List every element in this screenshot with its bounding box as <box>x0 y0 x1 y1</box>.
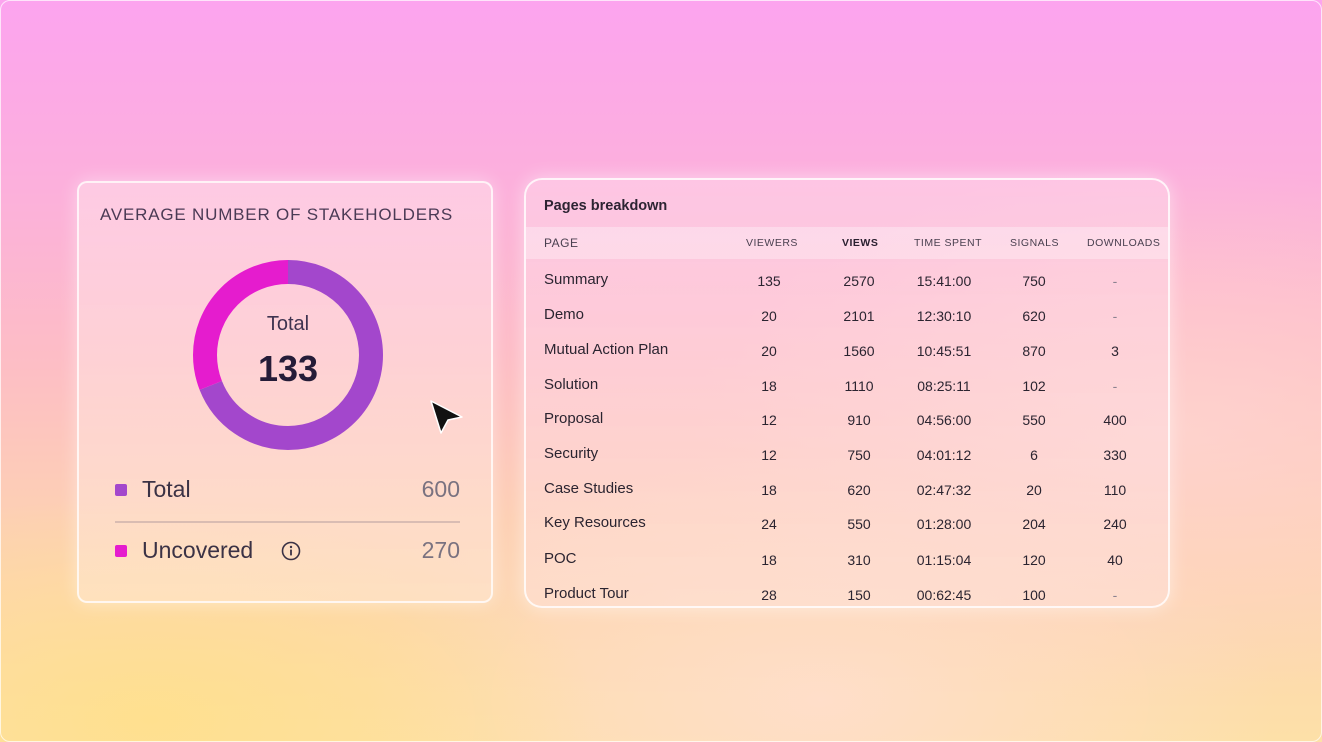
cell-time-spent: 01:28:00 <box>916 516 972 532</box>
table-row[interactable]: Mutual Action Plan 20 1560 10:45:51 870 3 <box>526 335 1168 370</box>
cell-page: Solution <box>544 376 599 393</box>
table-row[interactable]: Proposal 12 910 04:56:00 550 400 <box>526 404 1168 439</box>
cell-views: 620 <box>847 482 871 498</box>
cell-downloads: 400 <box>1103 412 1127 428</box>
cell-views: 150 <box>847 587 871 603</box>
pages-breakdown-card: Pages breakdown PAGE VIEWERS VIEWS TIME … <box>524 178 1170 608</box>
legend-item-total: Total 600 <box>115 474 460 508</box>
info-icon[interactable] <box>281 541 301 561</box>
cell-viewers: 135 <box>757 273 781 289</box>
cell-downloads: 110 <box>1103 482 1127 498</box>
cell-downloads: 240 <box>1103 516 1127 532</box>
donut-chart <box>193 260 383 450</box>
cell-signals: 750 <box>1022 273 1046 289</box>
legend-label: Total <box>142 476 191 502</box>
cell-time-spent: 04:01:12 <box>916 447 972 463</box>
table-row[interactable]: Solution 18 1110 08:25:11 102 - <box>526 370 1168 405</box>
table-header: PAGE VIEWERS VIEWS TIME SPENT SIGNALS DO… <box>526 227 1168 259</box>
cell-viewers: 20 <box>761 343 777 359</box>
donut-center-value: 133 <box>257 348 319 389</box>
cell-signals: 6 <box>1030 447 1038 463</box>
cell-time-spent: 12:30:10 <box>916 308 972 324</box>
cell-viewers: 24 <box>761 516 777 532</box>
cell-downloads: 3 <box>1111 343 1119 359</box>
cell-views: 750 <box>847 447 871 463</box>
column-header-views[interactable]: VIEWS <box>842 237 879 249</box>
table-row[interactable]: POC 18 310 01:15:04 120 40 <box>526 544 1168 579</box>
legend-swatch-total <box>115 484 127 496</box>
cell-viewers: 18 <box>761 482 777 498</box>
column-header-downloads[interactable]: DOWNLOADS <box>1087 237 1161 249</box>
cell-time-spent: 04:56:00 <box>916 412 972 428</box>
cell-signals: 550 <box>1022 412 1046 428</box>
cell-downloads: 40 <box>1107 552 1123 568</box>
card-title: AVERAGE NUMBER OF STAKEHOLDERS <box>100 205 454 224</box>
cell-page: Security <box>544 445 599 462</box>
cell-viewers: 18 <box>761 378 777 394</box>
legend-label: Uncovered <box>142 537 254 563</box>
table-row[interactable]: Case Studies 18 620 02:47:32 20 110 <box>526 474 1168 509</box>
column-header-page[interactable]: PAGE <box>544 236 579 250</box>
donut-segment-uncovered[interactable] <box>193 260 383 450</box>
cell-viewers: 28 <box>761 587 777 603</box>
cell-signals: 204 <box>1022 516 1046 532</box>
cell-page: Summary <box>544 271 609 288</box>
cell-time-spent: 08:25:11 <box>917 378 971 394</box>
cell-downloads: - <box>1112 273 1118 289</box>
table-row[interactable]: Summary 135 2570 15:41:00 750 - <box>526 265 1168 300</box>
legend-divider <box>115 521 460 523</box>
cell-page: Demo <box>544 306 585 323</box>
stakeholders-card: AVERAGE NUMBER OF STAKEHOLDERS Total 133… <box>77 181 493 603</box>
cell-views: 1110 <box>844 378 874 394</box>
table-row[interactable]: Product Tour 28 150 00:62:45 100 - <box>526 579 1168 606</box>
table-title: Pages breakdown <box>544 198 668 214</box>
cell-signals: 100 <box>1022 587 1046 603</box>
table-row[interactable]: Demo 20 2101 12:30:10 620 - <box>526 300 1168 335</box>
cell-page: POC <box>544 550 577 567</box>
cell-downloads: 330 <box>1103 447 1127 463</box>
cell-time-spent: 01:15:04 <box>916 552 972 568</box>
table-row[interactable]: Security 12 750 04:01:12 6 330 <box>526 439 1168 474</box>
cell-time-spent: 15:41:00 <box>916 273 972 289</box>
cell-viewers: 12 <box>761 412 777 428</box>
cell-views: 910 <box>847 412 871 428</box>
cell-viewers: 12 <box>761 447 777 463</box>
cursor-arrow-icon <box>430 400 463 434</box>
legend-swatch-uncovered <box>115 545 127 557</box>
cell-views: 550 <box>847 516 871 532</box>
column-header-viewers[interactable]: VIEWERS <box>746 237 798 249</box>
cell-page: Case Studies <box>544 480 634 497</box>
cell-views: 2570 <box>843 273 875 289</box>
column-header-signals[interactable]: SIGNALS <box>1010 237 1060 249</box>
cell-time-spent: 02:47:32 <box>916 482 972 498</box>
cell-page: Key Resources <box>544 514 646 531</box>
cell-signals: 20 <box>1026 482 1042 498</box>
cell-page: Proposal <box>544 410 604 427</box>
legend-value: 600 <box>421 476 460 502</box>
cell-signals: 120 <box>1022 552 1046 568</box>
cell-views: 2101 <box>843 308 875 324</box>
cell-signals: 620 <box>1022 308 1046 324</box>
legend-value: 270 <box>421 537 460 563</box>
cell-signals: 102 <box>1022 378 1046 394</box>
table-row[interactable]: Key Resources 24 550 01:28:00 204 240 <box>526 508 1168 543</box>
donut-center-label: Total <box>266 313 310 335</box>
cell-viewers: 18 <box>761 552 777 568</box>
cell-page: Product Tour <box>544 585 629 602</box>
cell-time-spent: 00:62:45 <box>916 587 972 603</box>
cell-downloads: - <box>1112 587 1118 603</box>
cell-signals: 870 <box>1022 343 1046 359</box>
cell-downloads: - <box>1112 308 1118 324</box>
cell-views: 1560 <box>843 343 875 359</box>
cell-page: Mutual Action Plan <box>544 341 669 358</box>
legend-item-uncovered: Uncovered 270 <box>115 535 460 569</box>
cell-views: 310 <box>847 552 871 568</box>
cell-viewers: 20 <box>761 308 777 324</box>
cell-downloads: - <box>1112 378 1118 394</box>
cell-time-spent: 10:45:51 <box>916 343 972 359</box>
column-header-time-spent[interactable]: TIME SPENT <box>914 237 983 249</box>
